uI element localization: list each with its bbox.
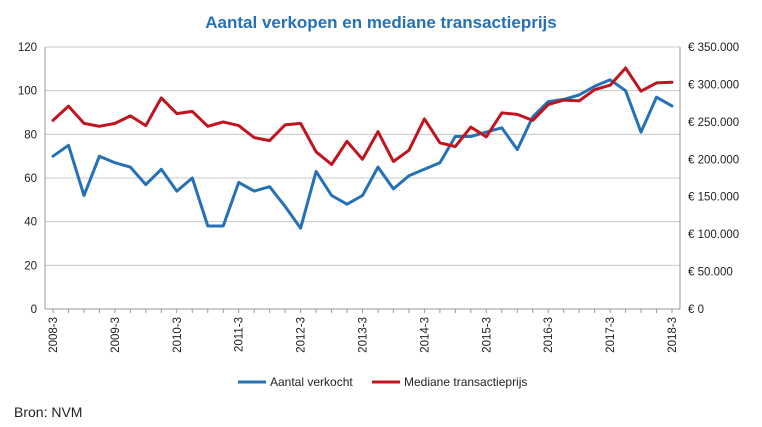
x-tick-label: 2014-3 xyxy=(419,317,431,353)
x-tick-label: 2015-3 xyxy=(481,317,493,353)
right-tick-label: € 300.000 xyxy=(688,79,739,91)
left-tick-label: 40 xyxy=(24,217,37,229)
x-tick-label: 2018-3 xyxy=(667,317,679,353)
right-tick-label: € 250.000 xyxy=(688,117,739,129)
x-tick-label: 2009-3 xyxy=(110,317,122,353)
x-tick-label: 2017-3 xyxy=(605,317,617,353)
right-tick-label: € 0 xyxy=(688,304,704,316)
left-axis: 0 20 40 60 80 100 120 xyxy=(18,42,37,316)
series-line-mediane-transactieprijs xyxy=(51,66,674,166)
right-tick-label: € 50.000 xyxy=(688,267,733,279)
legend-label: Aantal verkocht xyxy=(270,375,353,389)
left-tick-label: 60 xyxy=(24,173,37,185)
legend: Aantal verkocht Mediane transactieprijs xyxy=(238,375,527,389)
left-tick-label: 0 xyxy=(31,304,37,316)
x-tick-label: 2016-3 xyxy=(543,317,555,353)
series-line-aantal-verkocht xyxy=(51,78,674,230)
right-tick-label: € 100.000 xyxy=(688,229,739,241)
right-tick-label: € 200.000 xyxy=(688,154,739,166)
left-tick-label: 100 xyxy=(18,86,37,98)
x-tick-label: 2010-3 xyxy=(172,317,184,353)
right-axis: € 0 € 50.000 € 100.000 € 150.000 € 200.000 € … xyxy=(688,42,739,316)
source-note: Bron: NVM xyxy=(14,404,83,420)
series-lines xyxy=(51,66,674,230)
x-axis: 2008-3 2009-3 2010-3 2011-3 2012-3 2013-3 2014… xyxy=(48,309,679,353)
x-tick-label: 2013-3 xyxy=(358,317,370,353)
x-tick-label: 2011-3 xyxy=(234,317,246,352)
right-tick-label: € 150.000 xyxy=(688,192,739,204)
legend-label: Mediane transactieprijs xyxy=(404,375,527,389)
right-tick-label: € 350.000 xyxy=(688,42,739,54)
x-tick-label: 2012-3 xyxy=(296,317,308,353)
chart-title: Aantal verkopen en mediane transactiepri… xyxy=(205,13,556,32)
left-tick-label: 20 xyxy=(24,260,37,272)
left-tick-label: 120 xyxy=(18,42,37,54)
x-tick-label: 2008-3 xyxy=(48,317,60,353)
left-tick-label: 80 xyxy=(24,129,37,141)
